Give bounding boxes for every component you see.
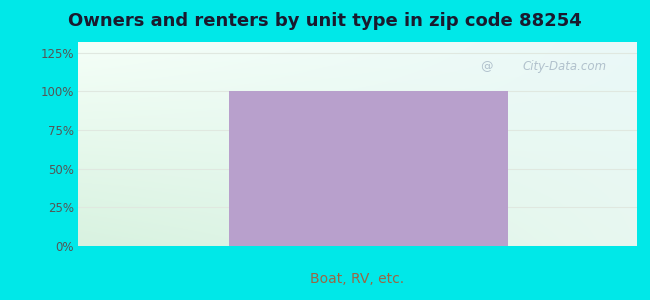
Bar bbox=[229, 92, 508, 246]
Text: Owners and renters by unit type in zip code 88254: Owners and renters by unit type in zip c… bbox=[68, 12, 582, 30]
Text: City-Data.com: City-Data.com bbox=[522, 60, 606, 73]
Text: Boat, RV, etc.: Boat, RV, etc. bbox=[311, 272, 404, 286]
Text: @: @ bbox=[480, 60, 492, 73]
